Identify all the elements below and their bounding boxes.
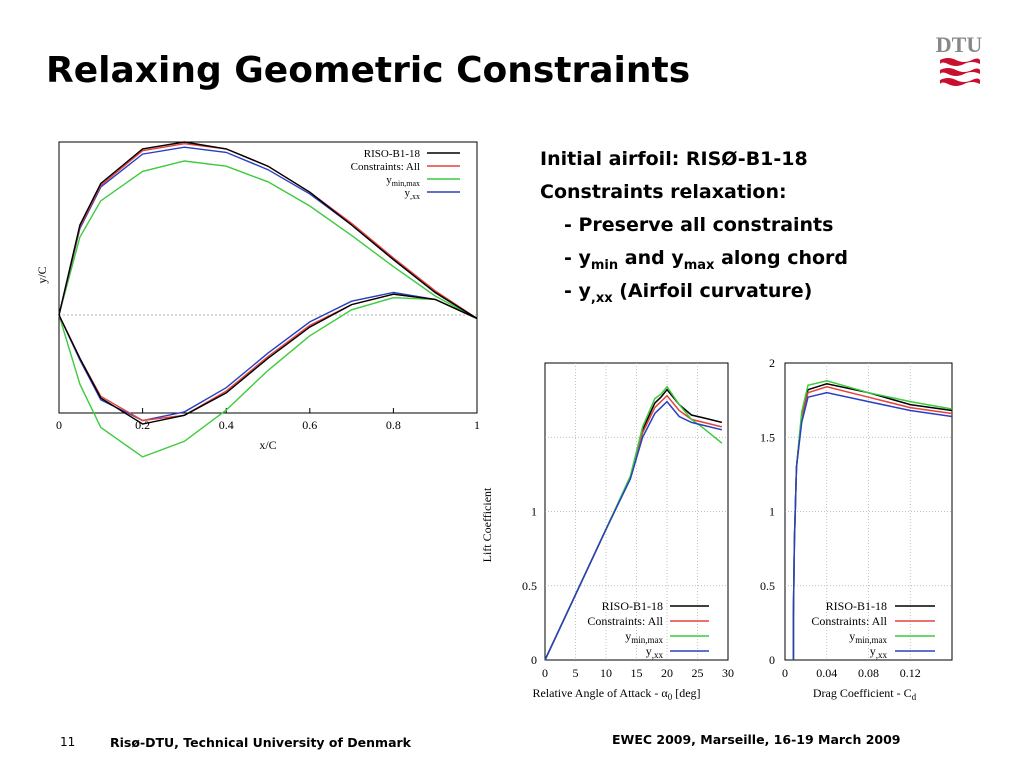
- x-axis-label: Drag Coefficient - Cd: [813, 686, 917, 702]
- x-axis-label: Relative Angle of Attack - α0 [deg]: [532, 686, 700, 702]
- x-tick-label: 15: [631, 666, 643, 680]
- x-tick-label: 10: [600, 666, 612, 680]
- lift-vs-aoa-chart: 0 5 10 15 20 25 30 0 0.5 1 Relative Angle of Attac…: [480, 362, 734, 702]
- series-yxx-lower: [58, 291, 478, 422]
- lift-vs-drag-chart: 0 0.04 0.08 0.12 0 0.5 1 1.5 2 Drag Coefficient -…: [760, 356, 953, 702]
- x-tick-label: 0.04: [816, 666, 837, 680]
- legend-label-ymin-max: ymin,max: [849, 629, 887, 645]
- series-ymin-max-upper: [58, 160, 478, 320]
- slide-title: Relaxing Geometric Constraints: [46, 50, 691, 91]
- x-tick-label: 0: [782, 666, 788, 680]
- series-riso-b1-18-upper: [58, 141, 478, 320]
- logo-waves-icon: [940, 58, 980, 86]
- y-tick-label: 2: [769, 356, 775, 370]
- y-tick-label: 1: [531, 505, 537, 519]
- series-yxx: [544, 400, 723, 661]
- bullet-yxx: - y,xx (Airfoil curvature): [564, 280, 813, 306]
- x-tick-label: 30: [722, 666, 734, 680]
- y-tick-label: 1.5: [760, 430, 775, 444]
- y-tick-label: 0.5: [522, 579, 537, 593]
- bullet-list: Initial airfoil: RISØ-B1-18 Constraints …: [540, 143, 848, 308]
- y-tick-label: 0.5: [760, 579, 775, 593]
- logo-text: DTU: [936, 32, 983, 57]
- series-riso-b1-18-lower: [58, 293, 478, 425]
- legend-label-constraints-all: Constraints: All: [811, 614, 887, 628]
- legend-label-riso-b1-18: RISO-B1-18: [364, 148, 421, 160]
- legend-label-ymin-max: ymin,max: [625, 629, 663, 645]
- x-tick-label: 1: [474, 418, 480, 432]
- x-tick-label: 0.6: [302, 418, 317, 432]
- legend-label-constraints-all: Constraints: All: [587, 614, 663, 628]
- bullet-ymin-ymax: - ymin and ymax along chord: [564, 247, 849, 273]
- y-tick-label: 1: [769, 505, 775, 519]
- y-axis-label: Lift Coefficient: [480, 487, 494, 562]
- x-tick-label: 0.12: [900, 666, 921, 680]
- series-yxx: [792, 391, 953, 660]
- page-number: 11: [60, 735, 76, 749]
- airfoil-shape-chart: 0 0.2 0.4 0.6 0.8 1x/Cy/CRISO-B1-18Constraint…: [35, 141, 480, 458]
- legend-label-yxx: y,xx: [870, 644, 888, 660]
- x-tick-label: 5: [573, 666, 579, 680]
- x-tick-label: 0: [56, 418, 62, 432]
- x-tick-label: 25: [692, 666, 704, 680]
- footer-conference: EWEC 2009, Marseille, 16-19 March 2009: [612, 732, 901, 747]
- legend-label-ymin-max: ymin,max: [386, 174, 420, 188]
- x-axis-label: x/C: [259, 438, 276, 452]
- x-tick-label: 0.08: [858, 666, 879, 680]
- bullet-preserve: - Preserve all constraints: [564, 214, 834, 236]
- y-axis-label: y/C: [35, 266, 49, 283]
- plot-frame: [58, 141, 478, 414]
- x-tick-label: 20: [661, 666, 673, 680]
- x-tick-label: 0.4: [219, 418, 234, 432]
- bullet-initial-airfoil: Initial airfoil: RISØ-B1-18: [540, 148, 808, 170]
- dtu-logo: DTU: [934, 30, 984, 92]
- legend-label-riso-b1-18: RISO-B1-18: [602, 599, 663, 613]
- bullet-constraints-relaxation: Constraints relaxation:: [540, 181, 787, 203]
- legend-label-riso-b1-18: RISO-B1-18: [826, 599, 887, 613]
- x-tick-label: 0: [542, 666, 548, 680]
- y-tick-label: 0: [769, 653, 775, 667]
- legend-label-yxx: y,xx: [646, 644, 664, 660]
- footer-organization: Risø-DTU, Technical University of Denmar…: [110, 735, 411, 750]
- legend-label-yxx: y,xx: [405, 187, 421, 201]
- legend-label-constraints-all: Constraints: All: [351, 161, 420, 173]
- series-ymin-max-lower: [58, 296, 478, 458]
- x-tick-label: 0.8: [386, 418, 401, 432]
- y-tick-label: 0: [531, 653, 537, 667]
